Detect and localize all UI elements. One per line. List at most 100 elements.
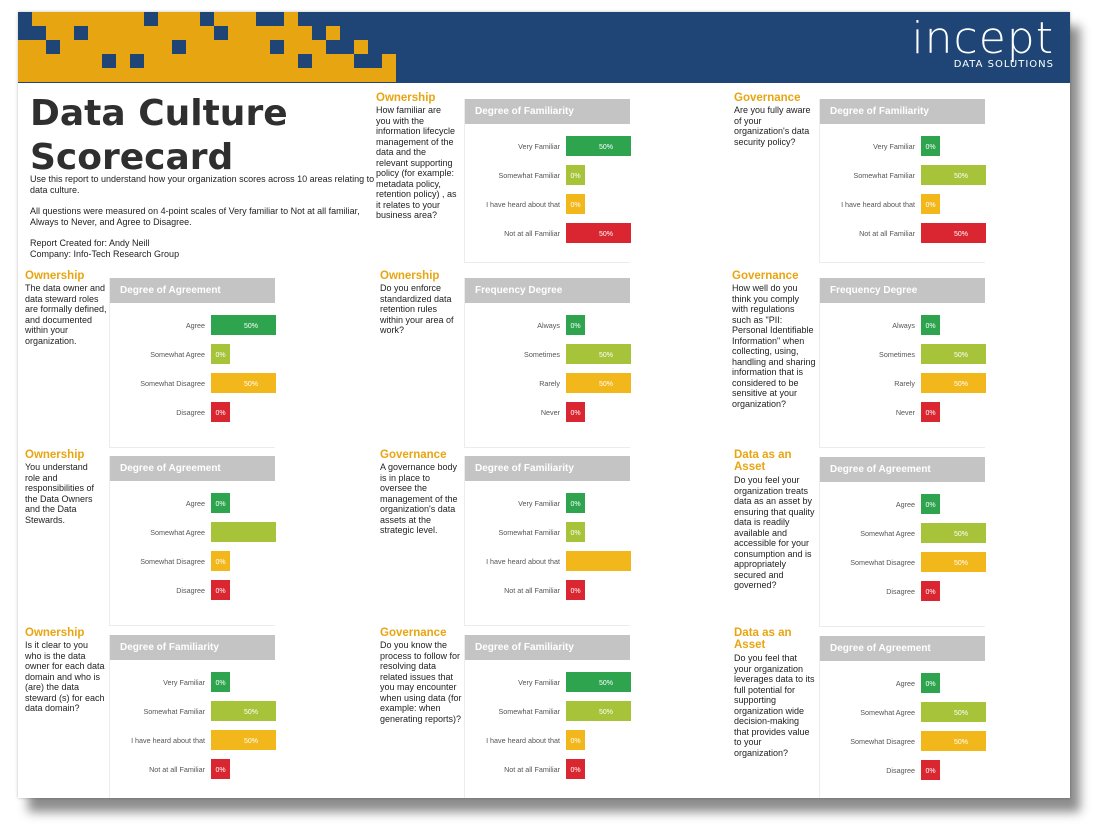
bar xyxy=(921,731,986,751)
banner-tile xyxy=(382,68,396,82)
category-label: Somewhat Agree xyxy=(150,350,205,359)
banner-tile xyxy=(214,40,228,54)
category-label: Not at all Familiar xyxy=(149,765,206,774)
banner-tile xyxy=(186,54,200,68)
category-label: Never xyxy=(541,408,561,417)
logo-subtitle: DATA SOLUTIONS xyxy=(953,59,1054,70)
banner-tile xyxy=(74,12,88,26)
category-label: Agree xyxy=(896,500,915,509)
banner-tile xyxy=(130,26,144,40)
bar-chart-svg: Agree 0% Somewhat Agree 50% Somewhat Disagre… xyxy=(850,673,986,780)
bar-value-label: 50% xyxy=(599,680,613,687)
bar xyxy=(566,344,631,364)
banner-tile xyxy=(116,26,130,40)
category-label: Always xyxy=(537,321,560,330)
familiarity-chart: Degree of Familiarity Very Familiar 50% So… xyxy=(464,635,631,798)
category-label: I have heard about that xyxy=(486,557,560,566)
banner-tile xyxy=(186,40,200,54)
bar xyxy=(211,701,276,721)
question-category: Data as an Asset xyxy=(734,627,792,651)
bar xyxy=(921,223,986,243)
banner-tile xyxy=(312,68,326,82)
bar-value-label: 50% xyxy=(244,323,258,330)
banner-tile xyxy=(186,12,200,26)
bar xyxy=(211,344,230,364)
bar xyxy=(921,702,986,722)
category-label: Not at all Familiar xyxy=(504,229,561,238)
bar xyxy=(921,136,940,156)
category-label: Sometimes xyxy=(879,350,915,359)
category-label: Agree xyxy=(186,321,205,330)
chart-header: Degree of Familiarity xyxy=(465,456,630,481)
question-text: Do you know the process to follow for re… xyxy=(380,640,462,724)
bar-value-label: 50% xyxy=(954,352,968,359)
banner-tile xyxy=(158,12,172,26)
bar-value-label: 0% xyxy=(925,768,935,775)
familiarity-chart: Degree of Familiarity Very Familiar 50% So… xyxy=(464,99,631,263)
bar-chart-svg: Very Familiar 0% Somewhat Familiar 0% I have… xyxy=(486,493,631,600)
banner-tile xyxy=(60,40,74,54)
banner-tile xyxy=(242,68,256,82)
frequency-chart: Frequency Degree Always 0% Sometimes 50% Rar… xyxy=(464,278,631,448)
bar-value-label: 0% xyxy=(215,588,225,595)
category-label: Disagree xyxy=(886,766,915,775)
category-label: Not at all Familiar xyxy=(504,765,561,774)
banner-tile xyxy=(200,54,214,68)
banner-tile xyxy=(382,54,396,68)
banner-tile xyxy=(186,68,200,82)
bar xyxy=(566,580,585,600)
bar-value-label: 50% xyxy=(244,709,258,716)
banner-tile xyxy=(228,68,242,82)
bar xyxy=(566,165,585,185)
bar-value-label: 50% xyxy=(244,738,258,745)
banner-tile xyxy=(60,12,74,26)
bar xyxy=(566,672,631,692)
category-label: Not at all Familiar xyxy=(859,229,916,238)
banner-tile xyxy=(130,68,144,82)
question-text: A governance body is in place to oversee… xyxy=(380,462,458,535)
category-label: Somewhat Disagree xyxy=(140,557,205,566)
banner-tile xyxy=(46,54,60,68)
bar xyxy=(566,223,631,243)
banner-tile xyxy=(284,68,298,82)
category-label: Somewhat Familiar xyxy=(143,707,205,716)
banner-tile xyxy=(102,40,116,54)
chart-header: Degree of Familiarity xyxy=(465,99,630,124)
bar-value-label: 0% xyxy=(570,173,580,180)
category-label: Somewhat Disagree xyxy=(850,558,915,567)
category-label: Somewhat Disagree xyxy=(140,379,205,388)
banner-tile xyxy=(102,26,116,40)
bar-chart-svg: Agree 50% Somewhat Agree 0% Somewhat Disagre… xyxy=(140,315,276,422)
category-label: Disagree xyxy=(176,586,205,595)
banner-tile xyxy=(88,54,102,68)
question-category: Governance xyxy=(734,92,801,104)
category-label: Very Familiar xyxy=(518,142,561,151)
banner-tile xyxy=(116,68,130,82)
bar-value-label: 0% xyxy=(215,352,225,359)
banner-tile xyxy=(242,26,256,40)
bar-value-label: 0% xyxy=(570,501,580,508)
question-category: Ownership xyxy=(376,92,436,104)
question-category: Governance xyxy=(380,449,447,461)
banner-tile xyxy=(242,54,256,68)
bar-value-label: 50% xyxy=(244,381,258,388)
category-label: Rarely xyxy=(894,379,915,388)
banner-tile xyxy=(18,54,32,68)
category-label: Never xyxy=(896,408,916,417)
chart-header: Degree of Familiarity xyxy=(110,635,275,660)
bar xyxy=(566,493,585,513)
banner-tile xyxy=(158,54,172,68)
banner-tile xyxy=(144,68,158,82)
question-text: Do you enforce standardized data retenti… xyxy=(380,283,454,335)
banner-tile xyxy=(46,12,60,26)
bar xyxy=(566,701,631,721)
banner-tile xyxy=(32,68,46,82)
banner-tile xyxy=(116,40,130,54)
banner-tile xyxy=(214,54,228,68)
banner-tile xyxy=(60,26,74,40)
category-label: Somewhat Disagree xyxy=(850,737,915,746)
header-banner: incept DATA SOLUTIONS xyxy=(18,12,1070,83)
banner-tile xyxy=(284,40,298,54)
category-label: I have heard about that xyxy=(486,736,560,745)
